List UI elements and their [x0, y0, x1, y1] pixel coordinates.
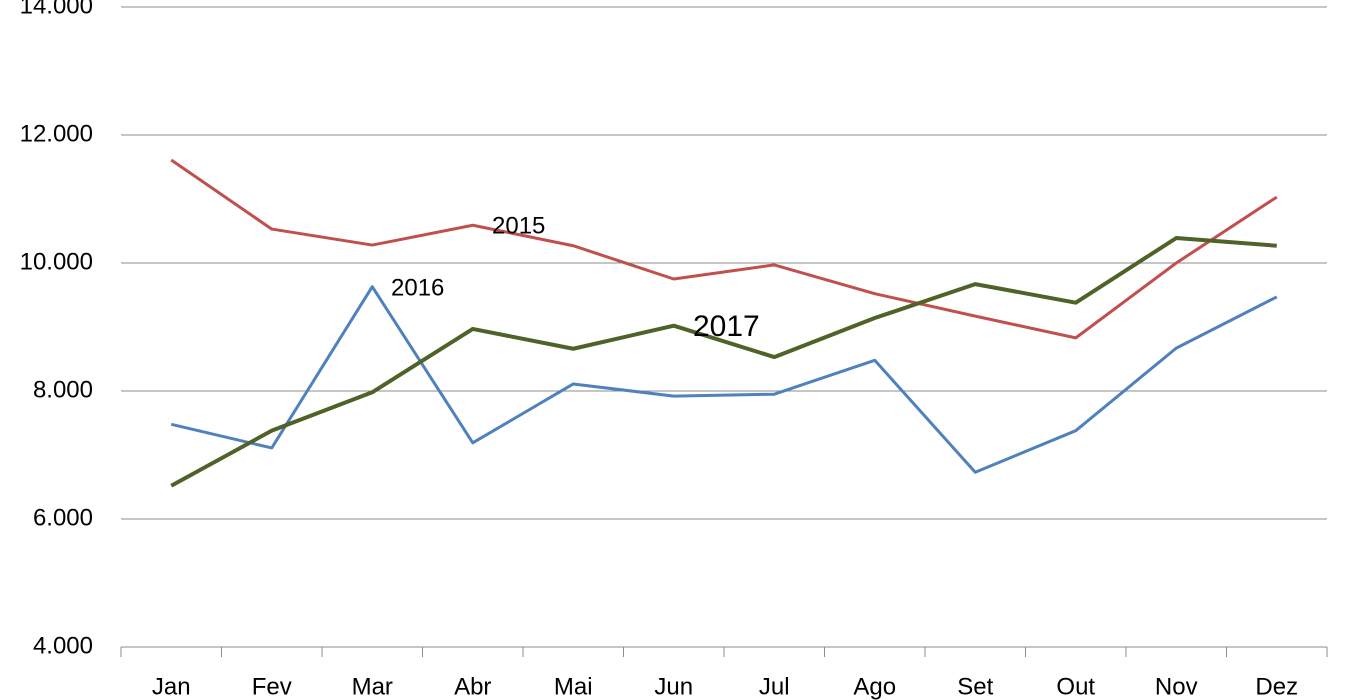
y-tick-label: 4.000	[33, 632, 93, 659]
x-tick-label: Mar	[352, 673, 393, 700]
series-label: 2016	[391, 274, 444, 301]
series-line	[170, 158, 1278, 340]
series-label: 2017	[693, 310, 760, 343]
series-line	[170, 236, 1277, 488]
x-tick-label: Abr	[454, 673, 491, 700]
x-tick-label: Dez	[1255, 673, 1298, 700]
y-tick-label: 10.000	[20, 248, 93, 275]
series-label: 2015	[492, 212, 545, 239]
y-tick-label: 8.000	[33, 376, 93, 403]
x-tick-label: Ago	[853, 673, 896, 700]
series-line	[170, 285, 1278, 474]
x-tick-label: Jun	[654, 673, 693, 700]
x-tick-label: Nov	[1155, 673, 1198, 700]
x-tick-label: Fev	[252, 673, 292, 700]
y-tick-label: 12.000	[20, 120, 93, 147]
x-tick-label: Mai	[554, 673, 593, 700]
x-tick-label: Jul	[759, 673, 790, 700]
y-tick-label: 14.000	[20, 0, 93, 19]
x-tick-label: Jan	[152, 673, 191, 700]
x-tick-label: Out	[1056, 673, 1095, 700]
x-tick-label: Set	[957, 673, 993, 700]
y-tick-label: 6.000	[33, 504, 93, 531]
